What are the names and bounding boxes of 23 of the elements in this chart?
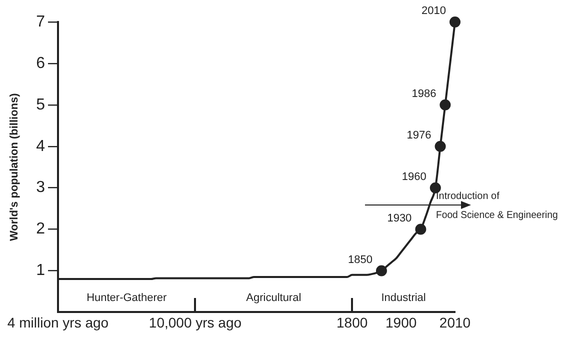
x-tick-label: 2010 (439, 314, 471, 330)
annotation: Hunter-Gatherer (86, 292, 167, 304)
annotation: 1850 (348, 254, 372, 266)
text: 2010 (422, 5, 446, 18)
x-tick-label: 1800 (336, 314, 368, 330)
annotation: Agricultural (246, 292, 302, 304)
annotation: 1986 (412, 88, 436, 100)
annotation: 1930 (387, 212, 412, 224)
y-tick-label: 3 (36, 179, 46, 196)
annotation: Introduction of Food Science & Engineering (436, 190, 558, 221)
y-tick-label: 5 (36, 96, 46, 114)
x-tick-label: 1900 (386, 314, 417, 330)
annotation: Industrial (381, 292, 426, 304)
y-tick-label: 7 (36, 13, 46, 30)
x-tick-label: 4 million yrs ago (7, 314, 109, 330)
y-tick-label: 4 (36, 138, 46, 155)
y-tick-label: 2 (36, 220, 46, 238)
annotation: 1976 (406, 129, 432, 142)
x-tick-label: 10,000 yrs ago (148, 314, 242, 330)
y-tick-label: 6 (36, 54, 46, 72)
y-tick-label: 1 (36, 262, 46, 280)
annotation: 1960 (402, 170, 426, 183)
y-axis-title: World's population (billions) (8, 92, 21, 242)
